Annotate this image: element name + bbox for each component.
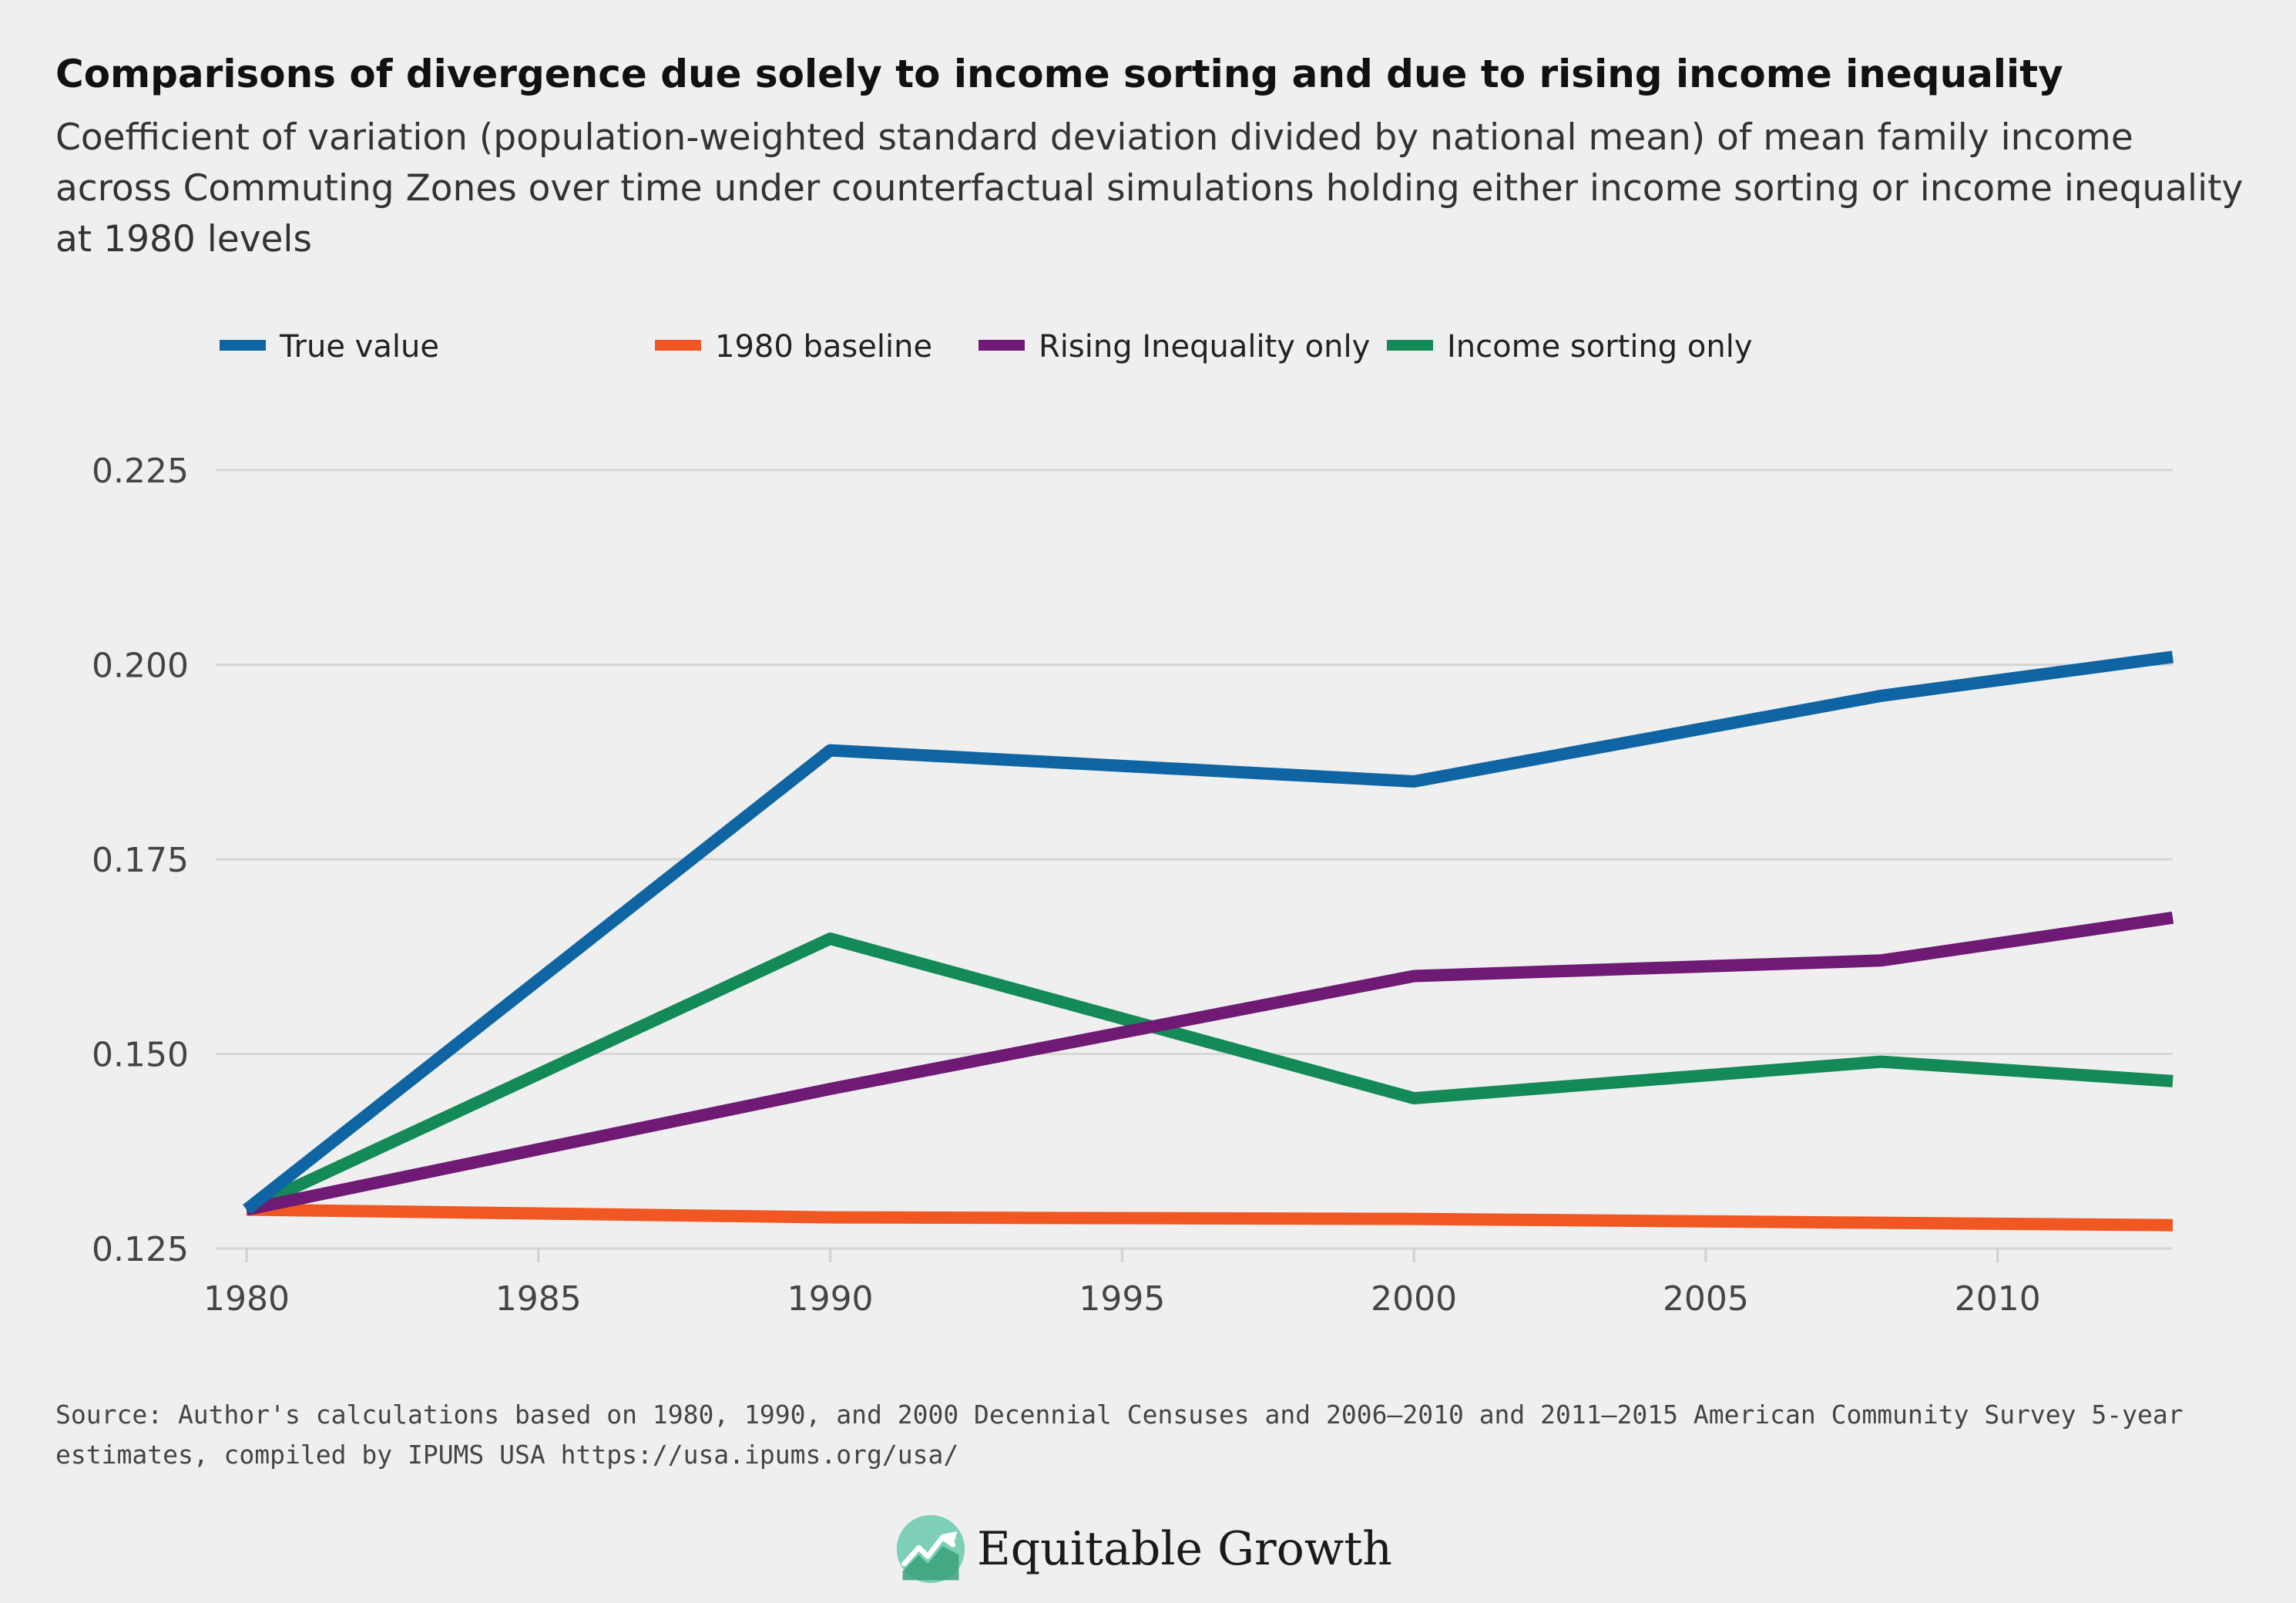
logo-mark-icon bbox=[896, 1514, 965, 1584]
legend-label: Income sorting only bbox=[1447, 329, 1753, 365]
series-line-income-sorting-only bbox=[243, 933, 2173, 1215]
series-line-rising-inequality-only bbox=[245, 911, 2174, 1216]
legend-label: 1980 baseline bbox=[715, 329, 932, 365]
legend: True value 1980 baseline Rising Inequality… bbox=[220, 329, 1753, 365]
series-line-true-value bbox=[243, 650, 2174, 1215]
chart-title: Comparisons of divergence due solely to … bbox=[55, 52, 2063, 96]
x-tick-label: 2005 bbox=[1663, 1279, 1749, 1319]
x-tick-label: 1980 bbox=[203, 1279, 290, 1319]
chart-series bbox=[243, 650, 2174, 1232]
x-tick-label: 1990 bbox=[787, 1279, 874, 1319]
x-tick-label: 2000 bbox=[1371, 1279, 1457, 1319]
legend-label: True value bbox=[279, 329, 439, 365]
series-line-1980-baseline bbox=[246, 1203, 2173, 1232]
equitable-growth-logo: Equitable Growth bbox=[894, 1511, 1392, 1588]
x-axis: 1980 1985 1990 1995 2000 2005 2010 bbox=[203, 1248, 2041, 1319]
chart-subtitle: Coefficient of variation (population-wei… bbox=[55, 116, 2244, 260]
legend-label: Rising Inequality only bbox=[1039, 329, 1370, 365]
x-tick-label: 1995 bbox=[1079, 1279, 1165, 1319]
logo-text: Equitable Growth bbox=[977, 1522, 1392, 1576]
y-tick-label: 0.175 bbox=[92, 841, 189, 880]
y-tick-label: 0.200 bbox=[92, 647, 189, 686]
y-axis: 0.125 0.150 0.175 0.200 0.225 bbox=[92, 452, 189, 1269]
source-note: Source: Author's calculations based on 1… bbox=[55, 1400, 2184, 1470]
y-tick-label: 0.225 bbox=[92, 452, 189, 491]
x-tick-label: 1985 bbox=[495, 1279, 582, 1319]
x-tick-label: 2010 bbox=[1955, 1279, 2041, 1319]
y-tick-label: 0.150 bbox=[92, 1036, 189, 1075]
y-tick-label: 0.125 bbox=[92, 1230, 189, 1269]
chart-grid bbox=[216, 469, 2173, 1250]
